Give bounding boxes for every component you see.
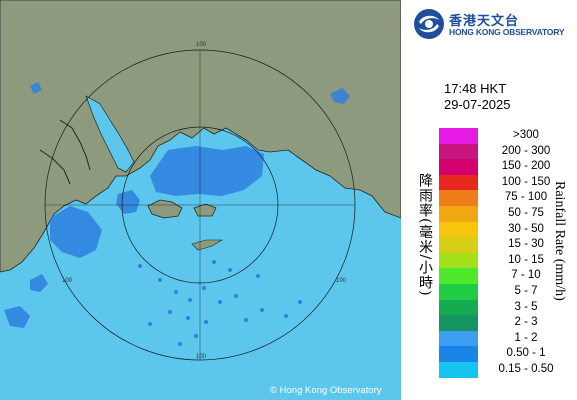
legend-swatch (439, 252, 478, 269)
legend-row: 75 - 100 (439, 190, 569, 206)
river-channel (59, 119, 91, 171)
legend-label: 200 - 300 (501, 144, 551, 157)
legend-label: 75 - 100 (504, 191, 548, 204)
ring-label-east: 100 (336, 278, 347, 284)
legend-swatch (439, 143, 478, 160)
river-channel-2 (39, 149, 71, 185)
legend-label: 50 - 75 (508, 206, 544, 219)
ring-label-south: 100 (196, 354, 207, 360)
legend-swatch (439, 128, 478, 144)
legend-label: 7 - 10 (511, 269, 541, 282)
legend-row: 50 - 75 (439, 205, 569, 222)
legend-label: 2 - 3 (514, 316, 538, 329)
hko-logo[interactable]: 香港天文台 HONG KONG OBSERVATORY (413, 8, 573, 42)
legend-row: 1 - 2 (439, 330, 569, 347)
legend-row: 15 - 30 (439, 237, 569, 253)
radar-map-canvas: 100 100 100 100 (0, 0, 401, 361)
ring-label-west: 100 (62, 278, 73, 284)
legend-label: 0.50 - 1 (506, 347, 546, 360)
legend-label: 0.15 - 0.50 (498, 362, 554, 375)
lantau-island (147, 199, 183, 219)
legend-row: 30 - 50 (439, 221, 569, 238)
legend-swatch (439, 299, 478, 316)
hko-logo-icon (414, 9, 444, 39)
legend-label: 10 - 15 (508, 253, 544, 266)
legend-panel: 香港天文台 HONG KONG OBSERVATORY 17:48 HKT 29… (401, 0, 577, 400)
legend-row: 150 - 200 (439, 159, 569, 175)
legend-swatch (439, 174, 478, 191)
legend-swatch (439, 330, 478, 347)
org-name-en: HONG KONG OBSERVATORY (449, 27, 565, 37)
timestamp-date: 29-07-2025 (444, 97, 511, 112)
legend-swatch (439, 268, 478, 284)
legend-row: 0.50 - 1 (439, 346, 569, 362)
legend-swatch (439, 283, 478, 300)
rainfall-rate-legend: >300 200 - 300 150 - 200 100 - 150 75 - 100 5… (439, 128, 569, 378)
legend-swatch (439, 346, 478, 362)
legend-label: 15 - 30 (508, 238, 544, 251)
legend-row: 3 - 5 (439, 299, 569, 316)
legend-label: 30 - 50 (508, 222, 544, 235)
legend-swatch (439, 315, 478, 331)
legend-swatch (439, 237, 478, 253)
legend-label: 5 - 7 (514, 284, 538, 297)
legend-row: 10 - 15 (439, 252, 569, 269)
org-name-zh: 香港天文台 (449, 14, 520, 29)
legend-swatch (439, 205, 478, 222)
range-rings (44, 49, 356, 361)
pearl-river-estuary (85, 95, 135, 173)
legend-title-en: Rainfall Rate (mm/h) (552, 181, 567, 301)
legend-row: 200 - 300 (439, 143, 569, 160)
legend-row: >300 (439, 128, 569, 144)
legend-swatch (439, 159, 478, 175)
legend-row: 2 - 3 (439, 315, 569, 331)
legend-swatch (439, 221, 478, 238)
copyright-notice: © Hong Kong Observatory (270, 385, 382, 396)
legend-row: 0.15 - 0.50 (439, 361, 569, 378)
ring-label-north: 100 (196, 42, 207, 48)
mainland-land (0, 0, 401, 273)
legend-title-zh: 降雨率(毫米/小時) (417, 173, 433, 297)
rain-speckles (138, 260, 302, 346)
legend-row: 100 - 150 (439, 174, 569, 191)
legend-label: 3 - 5 (514, 300, 538, 313)
legend-swatch (439, 190, 478, 206)
timestamp-time: 17:48 HKT (444, 81, 507, 96)
legend-label: 1 - 2 (514, 331, 538, 344)
legend-swatch (439, 361, 478, 378)
legend-label: 150 - 200 (501, 160, 551, 173)
legend-label: 100 - 150 (501, 175, 551, 188)
rain-echoes (4, 82, 350, 328)
legend-label: >300 (513, 129, 539, 141)
small-island (191, 239, 224, 251)
hong-kong-island (193, 203, 217, 217)
legend-row: 5 - 7 (439, 283, 569, 300)
radar-map[interactable]: 100 100 100 100 © Hong Kong Observatory (0, 0, 401, 400)
legend-row: 7 - 10 (439, 268, 569, 284)
